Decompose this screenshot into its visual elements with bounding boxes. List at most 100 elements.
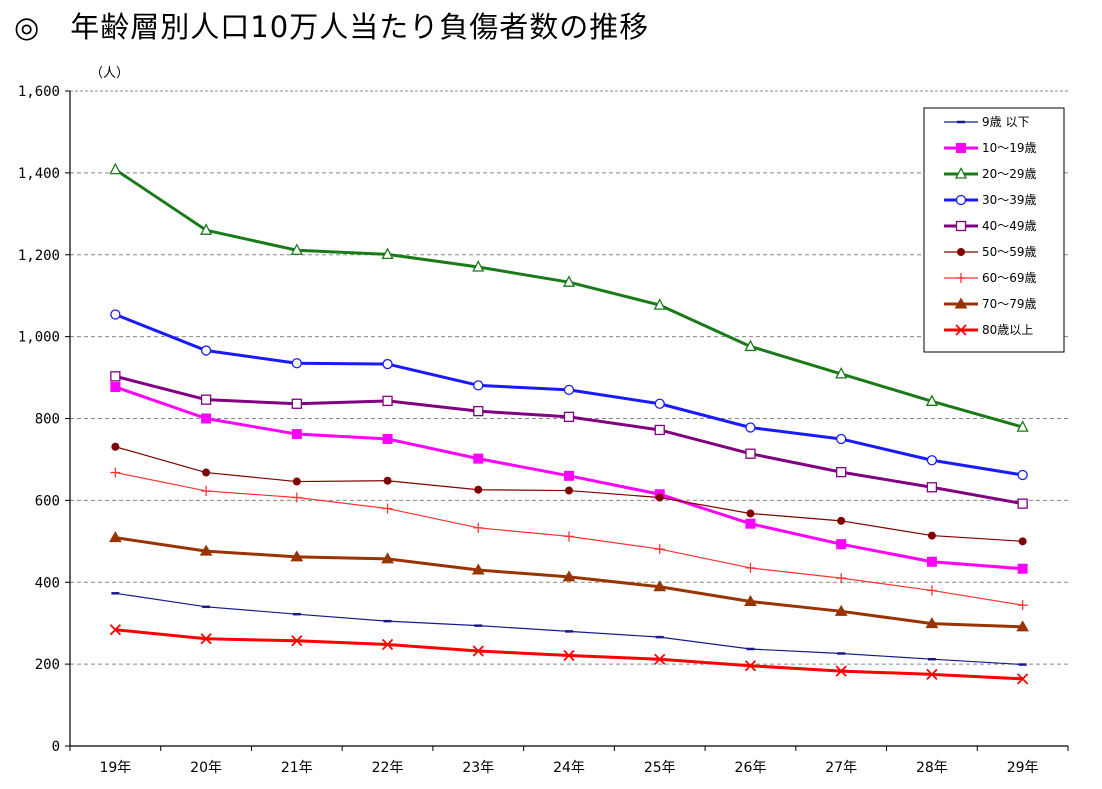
data-point: [382, 433, 393, 444]
data-point: [746, 509, 755, 518]
data-point: [202, 468, 211, 477]
data-point: [836, 539, 847, 550]
data-point: [290, 550, 304, 562]
legend-label: 10～19歳: [982, 141, 1037, 155]
series-8: [108, 531, 1030, 632]
x-tick-label: 23年: [462, 760, 494, 776]
legend-marker: [954, 167, 968, 179]
data-point: [1016, 620, 1030, 632]
legend-marker: [955, 194, 967, 206]
data-point: [745, 562, 756, 573]
x-tick-label: 22年: [372, 760, 404, 776]
data-point: [836, 573, 847, 584]
data-point: [835, 665, 847, 677]
y-tick-label: 1,000: [18, 330, 60, 346]
data-point: [654, 424, 665, 436]
y-axis-unit-label: （人）: [90, 66, 129, 81]
x-tick-label: 28年: [916, 760, 948, 776]
series-9: [109, 624, 1029, 685]
x-tick-label: 20年: [190, 760, 222, 776]
data-point: [1017, 498, 1028, 509]
series-3: [109, 162, 1029, 432]
legend-label: 30～39歳: [982, 193, 1037, 207]
data-point: [382, 358, 393, 370]
data-point: [563, 384, 575, 395]
data-point: [200, 223, 213, 235]
data-point: [836, 466, 847, 478]
data-point: [472, 645, 484, 657]
x-tick-label: 26年: [735, 760, 767, 776]
data-point: [381, 638, 394, 651]
legend: 9歳 以下 10～19歳 20～29歳 30～39歳 40～49歳 50～59歳 60～69…: [923, 107, 1065, 353]
data-point: [744, 660, 757, 672]
data-point: [473, 380, 484, 391]
data-point: [653, 298, 666, 310]
data-point: [382, 503, 393, 514]
data-point: [199, 544, 213, 556]
data-point: [925, 394, 938, 406]
data-point: [471, 563, 485, 575]
data-point: [110, 381, 121, 392]
series-1: [111, 592, 1027, 666]
legend-marker: [956, 273, 966, 283]
legend-label: 70～79歳: [982, 297, 1037, 311]
data-point: [381, 247, 394, 259]
x-axis-ticks: 19年 20年 21年 22年 23年 24年 25年 26年 27年 28年 29年: [69, 746, 1069, 776]
data-point: [291, 635, 303, 647]
data-point: [744, 594, 757, 606]
legend-label: 40～49歳: [982, 219, 1037, 233]
data-point: [565, 486, 573, 495]
data-point: [926, 556, 937, 567]
data-point: [200, 394, 212, 405]
data-point: [291, 358, 302, 369]
data-point: [654, 653, 666, 665]
data-point: [1017, 563, 1028, 574]
legend-marker: [956, 143, 966, 153]
legend-item: 20～29歳: [944, 167, 1037, 181]
data-point: [473, 453, 484, 464]
x-tick-label: 27年: [825, 760, 857, 776]
data-point: [654, 544, 665, 555]
y-tick-label: 600: [35, 493, 60, 509]
series-line: [115, 592, 1023, 666]
data-point: [110, 371, 121, 382]
data-point: [383, 476, 392, 485]
page-title: ◎ 年齢層別人口10万人当たり負傷者数の推移: [14, 10, 650, 44]
data-point: [473, 405, 484, 417]
legend-item: 60～69歳: [944, 271, 1037, 285]
data-point: [110, 467, 121, 478]
x-tick-label: 19年: [99, 760, 131, 776]
data-point: [201, 485, 212, 496]
legend-item: 9歳 以下: [944, 115, 1029, 129]
data-point: [474, 485, 483, 494]
legend-marker: [954, 297, 968, 309]
y-tick-label: 400: [35, 575, 60, 591]
data-point: [291, 398, 302, 409]
data-point: [472, 260, 485, 272]
data-point: [381, 552, 394, 564]
data-point: [926, 668, 938, 680]
data-point: [562, 275, 576, 287]
y-axis-ticks: 0 200 400 600 800 1,000 1,200 1,400 1,600: [18, 84, 70, 755]
y-tick-label: 200: [35, 657, 60, 673]
x-tick-label: 21年: [281, 760, 313, 776]
data-point: [745, 518, 756, 529]
x-tick-label: 29年: [1007, 760, 1039, 776]
series-group: [108, 162, 1030, 685]
data-point: [109, 624, 122, 636]
legend-label: 20～29歳: [982, 167, 1037, 181]
data-point: [655, 493, 664, 502]
legend-label: 9歳 以下: [982, 115, 1029, 129]
data-point: [473, 522, 484, 533]
data-point: [292, 477, 301, 486]
data-point: [563, 649, 575, 662]
data-point: [1016, 673, 1029, 685]
legend-item: 50～59歳: [944, 245, 1037, 259]
y-tick-label: 1,200: [18, 248, 60, 264]
data-point: [111, 442, 120, 451]
y-tick-label: 0: [52, 739, 60, 755]
data-point: [1017, 600, 1028, 611]
data-point: [382, 395, 393, 407]
y-tick-label: 1,400: [18, 166, 60, 182]
data-point: [291, 429, 302, 440]
